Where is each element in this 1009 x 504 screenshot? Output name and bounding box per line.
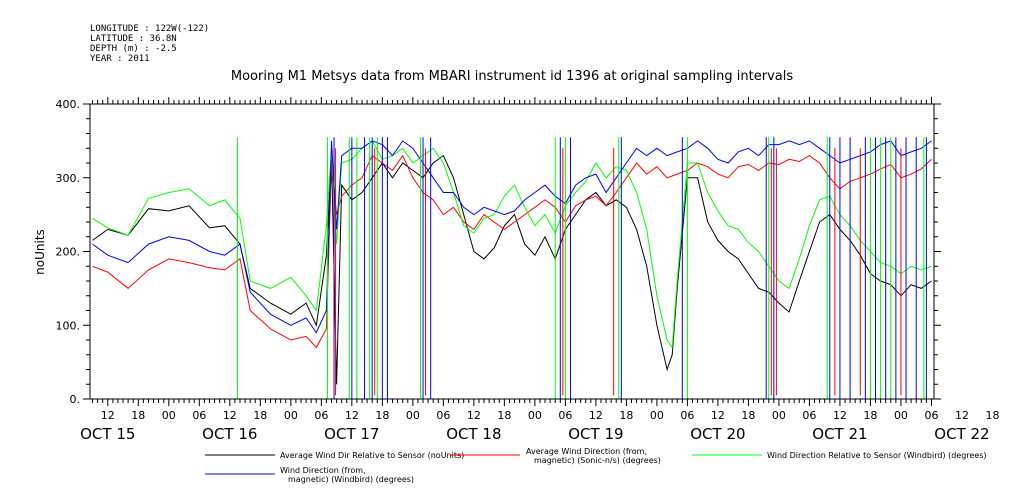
x-day-label: OCT 20 (690, 425, 745, 443)
x-tick-label: 12 (833, 409, 847, 422)
y-tick-label: 300. (56, 172, 81, 185)
x-tick-label: 18 (741, 409, 755, 422)
series-line-4 (92, 140, 932, 334)
x-tick-label: 06 (680, 409, 694, 422)
meta-depth: DEPTH (m) : -2.5 (90, 44, 177, 54)
legend-label: Wind Direction Relative to Sensor (Windb… (767, 451, 987, 460)
plot-frame (89, 103, 935, 400)
meta-year: YEAR : 2011 (90, 54, 150, 64)
legend-label: Wind Direction (from, magnetic) (Windbird… (280, 466, 414, 484)
x-tick-label: 12 (955, 409, 969, 422)
x-day-label: OCT 18 (446, 425, 501, 443)
x-day-label: OCT 15 (80, 425, 135, 443)
chart-title: Mooring M1 Metsys data from MBARI instru… (231, 69, 793, 84)
x-tick-label: 12 (467, 409, 481, 422)
x-day-label: OCT 17 (324, 425, 379, 443)
x-tick-label: 12 (711, 409, 725, 422)
x-tick-label: 06 (192, 409, 206, 422)
y-tick-label: 200. (56, 246, 81, 259)
x-tick-label: 00 (894, 409, 908, 422)
series-line-3 (92, 140, 932, 349)
x-tick-label: 12 (345, 409, 359, 422)
x-day-label: OCT 22 (934, 425, 989, 443)
y-axis-label: noUnits (33, 229, 47, 275)
y-tick-label: 400. (56, 98, 81, 111)
x-tick-label: 18 (619, 409, 633, 422)
x-tick-label: 18 (131, 409, 145, 422)
x-tick-label: 00 (772, 409, 786, 422)
x-tick-label: 18 (375, 409, 389, 422)
x-tick-label: 00 (528, 409, 542, 422)
x-tick-label: 12 (101, 409, 115, 422)
x-tick-label: 18 (863, 409, 877, 422)
x-tick-label: 06 (924, 409, 938, 422)
x-tick-label: 12 (223, 409, 237, 422)
meta-longitude: LONGITUDE : 122W(-122) (90, 24, 209, 34)
x-tick-label: 00 (284, 409, 298, 422)
plot-area (92, 137, 932, 399)
meta-latitude: LATITUDE : 36.8N (90, 34, 177, 44)
axes: 12 18 00 06 12 18 00 06 12 18 00 06 12 18 00 06 12 18 00 06… (56, 97, 999, 443)
y-tick-label: 0. (70, 393, 81, 406)
x-tick-label: 18 (253, 409, 267, 422)
x-tick-label: 18 (497, 409, 511, 422)
x-tick-label: 00 (650, 409, 664, 422)
x-day-label: OCT 16 (202, 425, 257, 443)
legend: Average Wind Dir Relative to Sensor (noU… (205, 447, 987, 484)
x-tick-label: 06 (558, 409, 572, 422)
x-tick-label: 18 (985, 409, 999, 422)
legend-label: Average Wind Direction (from, magnetic) (… (526, 447, 661, 465)
series-line-2 (92, 154, 932, 349)
x-day-label: OCT 21 (812, 425, 867, 443)
series-line-1 (92, 154, 932, 385)
x-tick-label: 12 (589, 409, 603, 422)
x-tick-label: 00 (406, 409, 420, 422)
y-tick-label: 100. (56, 319, 81, 332)
x-tick-label: 06 (802, 409, 816, 422)
x-tick-label: 00 (162, 409, 176, 422)
x-day-label: OCT 19 (568, 425, 623, 443)
legend-label: Average Wind Dir Relative to Sensor (noU… (280, 451, 464, 460)
x-tick-label: 06 (436, 409, 450, 422)
x-tick-label: 06 (314, 409, 328, 422)
